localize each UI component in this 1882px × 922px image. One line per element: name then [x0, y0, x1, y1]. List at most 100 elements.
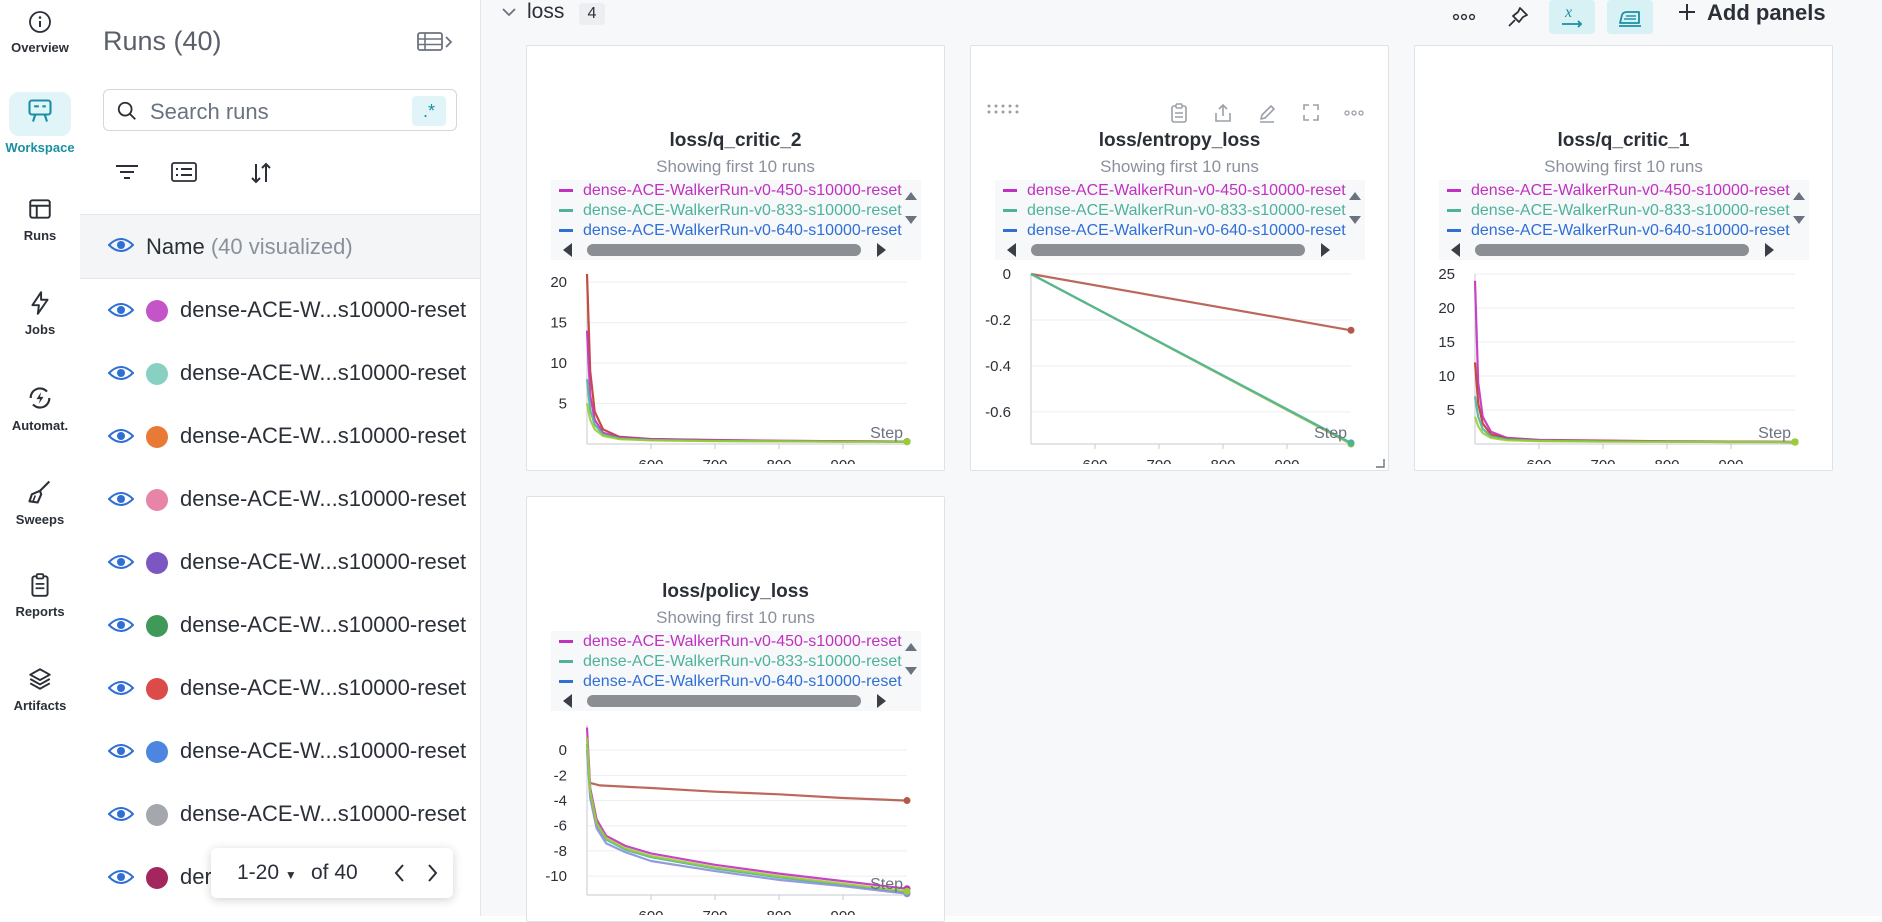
legend-scrollbar[interactable] [587, 244, 861, 256]
legend-entry[interactable]: dense-ACE-WalkerRun-v0-450-s10000-reset [1447, 182, 1790, 200]
legend-entry[interactable]: dense-ACE-WalkerRun-v0-833-s10000-reset [559, 653, 902, 671]
nav-jobs[interactable]: Jobs [0, 290, 80, 337]
series-line[interactable] [1473, 280, 1796, 444]
eye-icon[interactable] [108, 300, 134, 320]
run-name[interactable]: dense-ACE-W...s10000-reset [180, 423, 467, 448]
legend-scroll-right-icon[interactable] [877, 243, 886, 257]
run-row[interactable]: dense-ACE-W...s10000-reset [80, 595, 480, 657]
pin-button[interactable] [1501, 0, 1535, 34]
run-color-dot[interactable] [146, 552, 168, 574]
run-color-dot[interactable] [146, 615, 168, 637]
line-chart[interactable]: 5 10 15 20 600 700 800 900 Step [527, 264, 945, 464]
legend-scroll-up-icon[interactable] [905, 643, 917, 651]
run-row[interactable]: dense-ACE-W...s10000-reset [80, 532, 480, 594]
eye-icon[interactable] [108, 804, 134, 824]
series-end-point[interactable] [903, 438, 911, 446]
legend-entry[interactable]: dense-ACE-WalkerRun-v0-640-s10000-reset [1003, 222, 1346, 240]
series-line[interactable] [1473, 362, 1796, 444]
eye-icon[interactable] [108, 678, 134, 698]
run-color-dot[interactable] [146, 867, 168, 889]
series-line[interactable] [589, 781, 908, 802]
series-line[interactable] [585, 330, 908, 443]
page-range-select[interactable]: 1-20 ▼ [237, 861, 297, 885]
run-row[interactable]: dense-ACE-W...s10000-reset [80, 784, 480, 846]
series-end-point[interactable] [1791, 438, 1799, 446]
eye-icon[interactable] [108, 867, 134, 887]
legend-entry[interactable]: dense-ACE-WalkerRun-v0-833-s10000-reset [1003, 202, 1346, 220]
panel-q-critic-2[interactable]: loss/q_critic_2 Showing first 10 runs dens… [526, 45, 945, 471]
run-name[interactable]: dense-ACE-W...s10000-reset [180, 675, 467, 700]
nav-sweeps[interactable]: Sweeps [0, 478, 80, 527]
legend-scroll-down-icon[interactable] [1349, 216, 1361, 224]
regex-toggle[interactable]: .* [412, 96, 446, 126]
run-color-dot[interactable] [146, 300, 168, 322]
eye-icon[interactable] [108, 552, 134, 572]
panel-entropy-loss[interactable]: loss/entropy_loss Showing first 10 runs de… [970, 45, 1389, 471]
legend-scrollbar[interactable] [587, 695, 861, 707]
panel-policy-loss[interactable]: loss/policy_loss Showing first 10 runs den… [526, 496, 945, 922]
legend-entry[interactable]: dense-ACE-WalkerRun-v0-450-s10000-reset [1003, 182, 1346, 200]
series-end-point[interactable] [903, 797, 911, 805]
legend-entry[interactable]: dense-ACE-WalkerRun-v0-450-s10000-reset [559, 182, 902, 200]
series-end-point[interactable] [1347, 439, 1355, 447]
run-name[interactable]: dense-ACE-W...s10000-reset [180, 801, 467, 826]
legend-scrollbar[interactable] [1475, 244, 1749, 256]
run-name[interactable]: dense-ACE-W...s10000-reset [180, 486, 467, 511]
eye-icon[interactable] [108, 489, 134, 509]
search-runs-field[interactable]: Search runs .* [103, 89, 457, 131]
nav-overview[interactable]: Overview [0, 10, 80, 55]
series-line[interactable] [1030, 272, 1352, 332]
legend-entry[interactable]: dense-ACE-WalkerRun-v0-640-s10000-reset [1447, 222, 1790, 240]
run-row[interactable]: der [80, 847, 480, 909]
legend-entry[interactable]: dense-ACE-WalkerRun-v0-833-s10000-reset [559, 202, 902, 220]
legend-scroll-down-icon[interactable] [905, 667, 917, 675]
legend-entry[interactable]: dense-ACE-WalkerRun-v0-640-s10000-reset [559, 222, 902, 240]
run-color-dot[interactable] [146, 489, 168, 511]
legend-entry[interactable]: dense-ACE-WalkerRun-v0-833-s10000-reset [1447, 202, 1790, 220]
nav-workspace[interactable]: Workspace [0, 92, 80, 155]
run-name[interactable]: der [180, 864, 212, 889]
legend-scroll-right-icon[interactable] [1321, 243, 1330, 257]
series-line[interactable] [1030, 273, 1352, 444]
smoothing-settings-button[interactable] [1607, 0, 1653, 34]
more-horizontal-icon[interactable] [1343, 102, 1365, 124]
line-chart[interactable]: 0 -2 -4 -6 -8 -10 600 700 800 900 Step [527, 715, 945, 915]
legend-scroll-right-icon[interactable] [877, 694, 886, 708]
eye-icon[interactable] [108, 615, 134, 635]
eye-icon[interactable] [108, 235, 134, 255]
series-line[interactable] [585, 379, 908, 443]
expand-table-button[interactable] [416, 30, 456, 59]
legend-scrollbar[interactable] [1031, 244, 1305, 256]
x-axis-settings-button[interactable]: x [1549, 0, 1595, 34]
group-button[interactable] [170, 160, 198, 189]
edit-icon[interactable] [1257, 102, 1277, 124]
filter-button[interactable] [114, 160, 140, 189]
run-row[interactable]: dense-ACE-W...s10000-reset [80, 469, 480, 531]
section-more-button[interactable] [1447, 0, 1481, 34]
series-end-point[interactable] [903, 887, 911, 895]
run-name[interactable]: dense-ACE-W...s10000-reset [180, 612, 467, 637]
run-name[interactable]: dense-ACE-W...s10000-reset [180, 738, 467, 763]
legend-scroll-left-icon[interactable] [563, 243, 572, 257]
search-placeholder[interactable]: Search runs [150, 99, 269, 124]
sort-button[interactable] [248, 160, 274, 191]
eye-icon[interactable] [108, 363, 134, 383]
series-line[interactable] [585, 403, 908, 443]
drag-handle-icon[interactable] [985, 102, 1021, 116]
run-color-dot[interactable] [146, 426, 168, 448]
resize-handle-icon[interactable] [1375, 458, 1385, 468]
legend-scroll-down-icon[interactable] [905, 216, 917, 224]
legend-scroll-right-icon[interactable] [1765, 243, 1774, 257]
nav-artifacts[interactable]: Artifacts [0, 666, 80, 713]
legend-scroll-left-icon[interactable] [1007, 243, 1016, 257]
series-line[interactable] [585, 727, 908, 890]
series-line[interactable] [585, 737, 908, 893]
run-color-dot[interactable] [146, 741, 168, 763]
legend-scroll-left-icon[interactable] [1451, 243, 1460, 257]
eye-icon[interactable] [108, 741, 134, 761]
nav-runs[interactable]: Runs [0, 196, 80, 243]
legend-entry[interactable]: dense-ACE-WalkerRun-v0-450-s10000-reset [559, 633, 902, 651]
run-name[interactable]: dense-ACE-W...s10000-reset [180, 297, 467, 322]
line-chart[interactable]: 5 10 15 20 25 600 700 800 900 Step [1415, 264, 1833, 464]
share-icon[interactable] [1213, 102, 1233, 124]
